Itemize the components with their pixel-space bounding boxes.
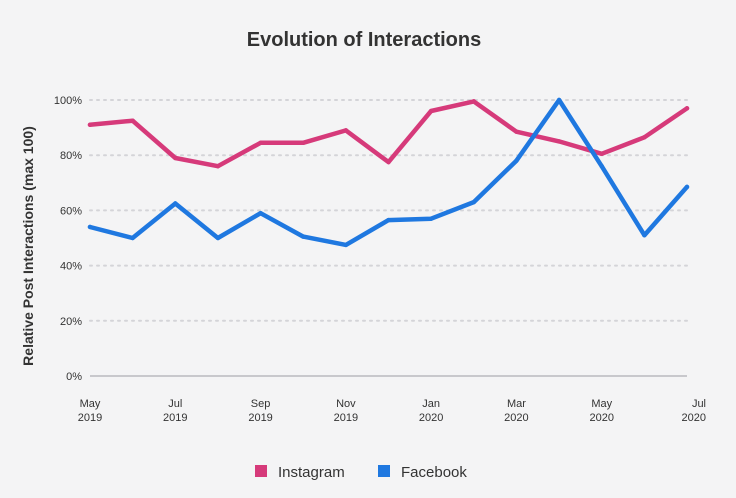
y-axis-ticks: 0% 20% 40% 60% 80% 100% (54, 95, 82, 383)
x-tick-label: Jan (422, 398, 440, 410)
legend-swatch-facebook (378, 465, 390, 477)
data-point-facebook (87, 224, 93, 230)
legend: Instagram Facebook (255, 464, 467, 481)
data-point-facebook (514, 158, 519, 163)
data-point-instagram (514, 129, 519, 134)
x-tick-label: 2019 (334, 412, 358, 424)
data-point-instagram (471, 99, 476, 104)
data-point-facebook (428, 216, 434, 221)
data-point-facebook (343, 242, 349, 248)
x-tick-label: 2019 (248, 412, 272, 424)
x-tick-label: 2019 (163, 412, 187, 424)
x-tick-label: May (591, 398, 612, 410)
data-point-facebook (599, 164, 604, 169)
data-point-instagram (684, 106, 690, 111)
data-point-facebook (301, 234, 306, 239)
series-line-facebook (87, 97, 690, 248)
data-point-instagram (87, 122, 93, 128)
data-point-instagram (386, 159, 391, 165)
legend-label-facebook: Facebook (401, 464, 467, 481)
x-tick-label: 2020 (419, 412, 443, 424)
data-point-instagram (556, 139, 562, 144)
y-tick-label: 40% (60, 261, 82, 273)
x-tick-label: 2020 (682, 412, 706, 424)
y-tick-label: 0% (66, 371, 82, 383)
x-tick-label: Jul (692, 398, 706, 410)
x-axis-ticks: May 2019 Jul 2019 Sep 2019 Nov 2019 Jan 2020 Mar 20… (78, 398, 706, 424)
data-point-facebook (130, 235, 135, 241)
legend-item-facebook[interactable]: Facebook (378, 464, 467, 481)
x-tick-label: Sep (251, 398, 271, 410)
legend-swatch-instagram (255, 465, 267, 477)
x-tick-label: May (80, 398, 101, 410)
chart-title: Evolution of Interactions (247, 29, 481, 51)
data-point-instagram (173, 155, 178, 161)
data-point-instagram (130, 118, 135, 123)
data-point-facebook (642, 233, 647, 238)
y-axis-label: Relative Post Interactions (max 100) (20, 126, 36, 366)
legend-item-instagram[interactable]: Instagram (255, 464, 345, 481)
data-point-instagram (215, 164, 221, 169)
y-tick-label: 80% (60, 150, 82, 162)
y-tick-label: 60% (60, 205, 82, 217)
data-point-instagram (599, 151, 604, 157)
y-tick-label: 20% (60, 316, 82, 328)
data-point-facebook (684, 184, 690, 190)
data-point-facebook (215, 235, 221, 241)
series-lines (87, 97, 690, 248)
data-point-instagram (428, 108, 434, 114)
data-point-instagram (258, 140, 263, 145)
data-point-instagram (642, 135, 647, 140)
x-tick-label: Mar (507, 398, 526, 410)
gridlines (89, 99, 688, 377)
data-point-facebook (173, 201, 178, 206)
data-point-instagram (301, 140, 306, 145)
data-point-facebook (556, 97, 562, 103)
legend-label-instagram: Instagram (278, 464, 345, 481)
x-tick-label: 2020 (504, 412, 528, 424)
data-point-facebook (471, 199, 476, 205)
data-point-instagram (343, 128, 349, 133)
x-tick-label: Jul (168, 398, 182, 410)
x-tick-label: Nov (336, 398, 356, 410)
x-tick-label: 2019 (78, 412, 102, 424)
data-point-facebook (386, 217, 391, 223)
x-tick-label: 2020 (589, 412, 613, 424)
y-tick-label: 100% (54, 95, 82, 107)
data-point-facebook (258, 210, 263, 216)
